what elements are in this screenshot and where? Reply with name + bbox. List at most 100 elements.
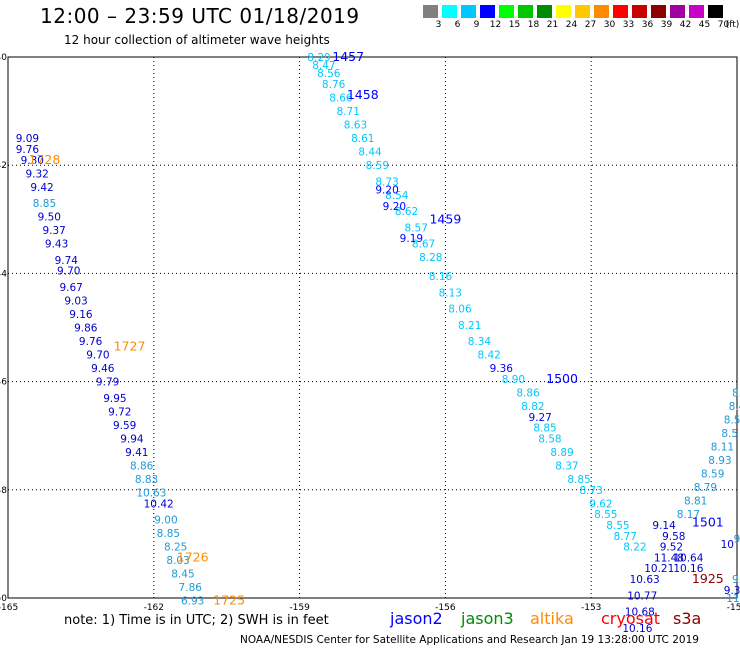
colorbar-swatch bbox=[480, 5, 495, 18]
colorbar-swatch bbox=[632, 5, 647, 18]
wave-height-label: 8.47 bbox=[312, 60, 335, 72]
colorbar-swatch bbox=[537, 5, 552, 18]
wave-height-label: 8.59 bbox=[366, 160, 389, 172]
colorbar-swatch bbox=[651, 5, 666, 18]
time-label: 1725 bbox=[213, 593, 245, 608]
time-label: 1501 bbox=[692, 514, 724, 529]
wave-height-label: 9.20 bbox=[375, 185, 398, 197]
wave-height-label: 9.42 bbox=[30, 182, 53, 194]
wave-height-label: 8.79 bbox=[694, 482, 717, 494]
wave-height-label: 8.57 bbox=[405, 222, 428, 234]
wave-height-label: 9.36 bbox=[490, 363, 514, 375]
colorbar-label: 33 bbox=[622, 20, 635, 30]
wave-height-label: 8.61 bbox=[351, 133, 374, 145]
colorbar-label: 18 bbox=[527, 20, 540, 30]
wave-height-label: 8.76 bbox=[322, 79, 346, 91]
wave-height-label: 9.58 bbox=[662, 531, 685, 543]
wave-height-label: 8.06 bbox=[448, 304, 472, 316]
y-tick-label: -42 bbox=[0, 161, 7, 171]
wave-height-label: 9.59 bbox=[113, 420, 136, 432]
wave-height-label: 8.55 bbox=[594, 509, 617, 521]
colorbar-label: 15 bbox=[508, 20, 521, 30]
wave-height-label: 7.86 bbox=[179, 582, 203, 594]
colorbar-label: 30 bbox=[603, 20, 616, 30]
wave-height-label: 8.03 bbox=[166, 555, 189, 567]
colorbar-swatch bbox=[499, 5, 514, 18]
wave-height-label: 9.62 bbox=[589, 498, 612, 510]
y-tick-label: -48 bbox=[0, 486, 7, 496]
wave-height-label: 8.73 bbox=[375, 176, 398, 188]
colorbar-swatch bbox=[442, 5, 457, 18]
wave-height-label: 9.20 bbox=[383, 201, 406, 213]
satellite-legend-item: jason3 bbox=[461, 609, 514, 628]
wave-height-label: 9.79 bbox=[96, 377, 119, 389]
time-label: 1726 bbox=[177, 549, 209, 564]
colorbar-swatch bbox=[461, 5, 476, 18]
x-tick-label: -162 bbox=[144, 603, 164, 613]
wave-height-label: 8.67 bbox=[412, 239, 435, 251]
wave-height-label: 8.5 bbox=[721, 428, 738, 440]
time-label: 1728 bbox=[29, 152, 61, 167]
colorbar-swatch bbox=[575, 5, 590, 18]
colorbar-swatch bbox=[556, 5, 571, 18]
wave-height-label: 8.62 bbox=[395, 206, 418, 218]
wave-height-label: 8.71 bbox=[337, 106, 360, 118]
wave-height-label: 9.14 bbox=[652, 520, 676, 532]
time-label: 1727 bbox=[114, 338, 146, 353]
wave-height-label: 8.85 bbox=[533, 423, 556, 435]
wave-height-label: 9.30 bbox=[21, 155, 44, 167]
wave-height-label: 8.77 bbox=[614, 531, 637, 543]
wave-height-label: 9.72 bbox=[108, 406, 131, 418]
plot-frame bbox=[7, 56, 738, 599]
wave-height-label: 8.85 bbox=[33, 198, 56, 210]
time-label: 1925 bbox=[692, 571, 724, 586]
wave-height-label: 10.42 bbox=[144, 498, 174, 510]
wave-height-label: 8.90 bbox=[502, 374, 525, 386]
colorbar-label: 6 bbox=[454, 20, 461, 30]
x-tick-label: -153 bbox=[581, 603, 601, 613]
wave-height-label: 8.85 bbox=[567, 474, 590, 486]
wave-height-label: 9.95 bbox=[103, 393, 126, 405]
wave-height-label: 10.64 bbox=[673, 552, 703, 564]
colorbar-swatch bbox=[670, 5, 685, 18]
wave-height-label: 9.94 bbox=[120, 433, 144, 445]
wave-height-label: 8.17 bbox=[677, 509, 700, 521]
wave-height-label: 10.63 bbox=[136, 488, 166, 500]
colorbar-label: 70 bbox=[717, 20, 730, 30]
wave-height-label: 8.83 bbox=[135, 474, 158, 486]
wave-height-label: 9.16 bbox=[69, 309, 93, 321]
wave-height-label: 9.27 bbox=[528, 412, 551, 424]
wave-height-label: 8.37 bbox=[555, 460, 578, 472]
wave-height-label: 8.16 bbox=[429, 271, 453, 283]
wave-height-label: 10.77 bbox=[627, 590, 657, 602]
time-label: 1458 bbox=[347, 87, 379, 102]
wave-height-label: 8.5 bbox=[724, 414, 740, 426]
wave-height-label: 6.93 bbox=[181, 596, 204, 608]
wave-height-label: 9.37 bbox=[42, 225, 65, 237]
wave-height-label: 8.82 bbox=[521, 401, 544, 413]
wave-height-label: 10.68 bbox=[625, 607, 655, 619]
wave-height-label: 10 bbox=[721, 539, 734, 551]
wave-height-label: 8.28 bbox=[419, 252, 442, 264]
wave-height-label: 9. bbox=[732, 574, 740, 586]
wave-height-label: 8.73 bbox=[580, 485, 603, 497]
colorbar-swatch bbox=[518, 5, 533, 18]
y-tick-label: -46 bbox=[0, 378, 7, 388]
colorbar-swatch bbox=[594, 5, 609, 18]
colorbar-swatch bbox=[613, 5, 628, 18]
colorbar-label: 24 bbox=[565, 20, 578, 30]
wave-height-label: 8.21 bbox=[458, 320, 481, 332]
wave-height-label: 8.42 bbox=[477, 350, 500, 362]
colorbar-label: 3 bbox=[435, 20, 442, 30]
colorbar-label: 42 bbox=[679, 20, 692, 30]
wave-height-label: 9.41 bbox=[125, 447, 148, 459]
wave-height-label: 9.43 bbox=[45, 239, 68, 251]
wave-height-label: 8.45 bbox=[171, 569, 194, 581]
wave-height-label: 8.86 bbox=[516, 387, 540, 399]
y-tick-label: -50 bbox=[0, 594, 7, 604]
wave-height-label: 9.03 bbox=[64, 295, 87, 307]
satellite-legend-item: jason2 bbox=[390, 609, 443, 628]
wave-height-label: 8.11 bbox=[711, 442, 734, 454]
wave-height-label: 8.4 bbox=[729, 401, 740, 413]
